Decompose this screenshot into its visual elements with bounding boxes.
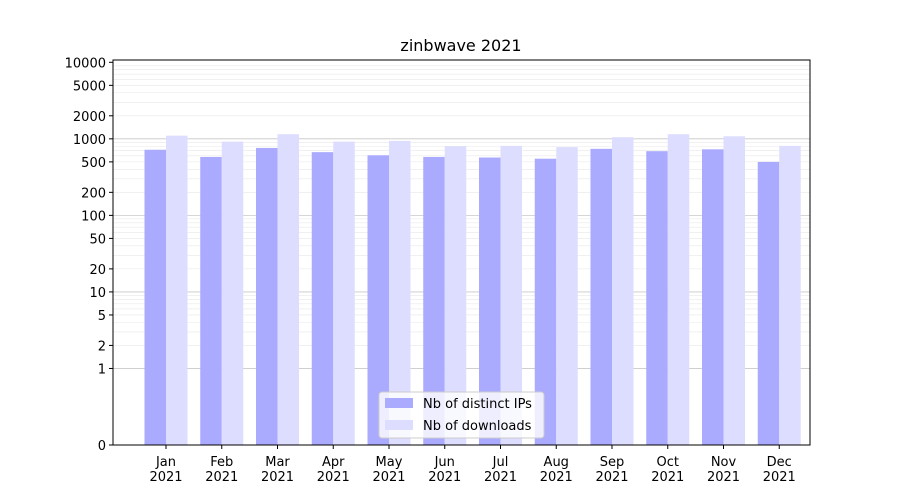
- bar-distinct-ips: [479, 157, 501, 445]
- x-tick-label: Sep: [600, 455, 625, 470]
- bar-downloads: [166, 135, 188, 445]
- x-tick-label: Feb: [210, 455, 233, 470]
- bar-distinct-ips: [367, 155, 389, 445]
- bar-distinct-ips: [256, 147, 278, 445]
- x-tick-label: 2021: [651, 470, 684, 485]
- bar-distinct-ips: [534, 158, 557, 445]
- y-tick-label: 1: [98, 362, 106, 377]
- bar-downloads: [277, 134, 299, 446]
- bar-downloads: [556, 147, 578, 446]
- x-tick-label: Oct: [657, 455, 679, 470]
- x-axis: Jan2021Feb2021Mar2021Apr2021May2021Jun20…: [149, 445, 796, 485]
- legend-box: [378, 391, 545, 439]
- x-tick-label: Jun: [434, 455, 455, 470]
- x-tick-label: 2021: [763, 470, 796, 485]
- y-tick-label: 200: [81, 186, 106, 201]
- y-tick-label: 0: [98, 439, 106, 454]
- bar-downloads: [444, 146, 467, 445]
- x-tick-label: 2021: [317, 470, 350, 485]
- x-tick-label: May: [376, 455, 403, 470]
- bar-distinct-ips: [200, 156, 222, 445]
- bar-distinct-ips: [757, 161, 780, 445]
- bar-distinct-ips: [144, 149, 166, 446]
- bar-downloads: [333, 141, 355, 445]
- x-tick-label: Aug: [544, 455, 569, 470]
- x-tick-label: 2021: [372, 470, 405, 485]
- x-tick-label: Nov: [711, 455, 737, 470]
- x-tick-label: 2021: [205, 470, 238, 485]
- bars: [144, 134, 801, 446]
- plot-frame: [112, 59, 811, 446]
- bar-downloads: [500, 145, 522, 445]
- x-tick-label: Apr: [322, 455, 345, 470]
- y-tick-label: 2: [98, 339, 106, 354]
- y-tick-label: 10000: [65, 56, 106, 71]
- legend-swatch-downloads: [385, 420, 413, 430]
- x-tick-label: 2021: [261, 470, 294, 485]
- bar-downloads: [221, 141, 244, 445]
- x-tick-label: Dec: [767, 455, 792, 470]
- bar-distinct-ips: [646, 151, 668, 446]
- x-tick-label: Mar: [265, 455, 290, 470]
- y-tick-label: 2000: [73, 110, 106, 125]
- x-tick-label: 2021: [484, 470, 517, 485]
- bar-downloads: [612, 137, 634, 445]
- bar-distinct-ips: [311, 152, 334, 445]
- bar-downloads: [779, 145, 801, 445]
- y-tick-label: 500: [81, 156, 106, 171]
- x-tick-label: 2021: [707, 470, 740, 485]
- y-tick-label: 50: [89, 232, 106, 247]
- chart-title: zinbwave 2021: [400, 36, 521, 55]
- y-axis: 0 1 2 5 10 20 50 100 200 500 1000 2000 5000 10000: [65, 56, 113, 454]
- bar-downloads: [667, 134, 690, 446]
- bar-distinct-ips: [423, 156, 445, 445]
- y-tick-label: 10: [89, 286, 106, 301]
- legend-swatch-ips: [385, 398, 413, 408]
- y-tick-label: 100: [81, 209, 106, 224]
- y-tick-label: 5: [98, 309, 106, 324]
- y-tick-label: 5000: [73, 79, 106, 94]
- legend-label-downloads: Nb of downloads: [423, 419, 532, 434]
- y-tick-label: 20: [89, 263, 106, 278]
- x-tick-label: 2021: [540, 470, 573, 485]
- x-tick-label: Jul: [492, 455, 509, 470]
- x-tick-label: 2021: [595, 470, 628, 485]
- legend-label-ips: Nb of distinct IPs: [423, 397, 532, 412]
- bar-distinct-ips: [702, 149, 724, 446]
- bar-distinct-ips: [590, 148, 612, 446]
- bar-downloads: [723, 136, 745, 446]
- x-tick-label: 2021: [428, 470, 461, 485]
- legend: Nb of distinct IPs Nb of downloads: [378, 391, 545, 439]
- y-tick-label: 1000: [73, 133, 106, 148]
- bar-downloads: [389, 140, 411, 445]
- x-tick-label: 2021: [149, 470, 182, 485]
- x-tick-label: Jan: [155, 455, 176, 470]
